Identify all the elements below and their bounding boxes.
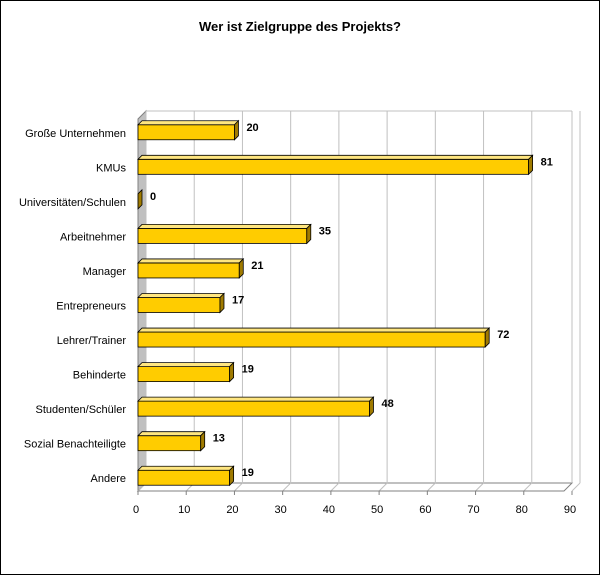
bar xyxy=(137,469,231,486)
bar xyxy=(137,297,221,313)
gridline-floor xyxy=(330,482,340,492)
bar-side xyxy=(238,257,244,279)
x-tick-label: 0 xyxy=(133,504,139,516)
chart-title: Wer ist Zielgruppe des Projekts? xyxy=(198,19,402,34)
bar xyxy=(137,228,308,244)
bar xyxy=(137,331,486,348)
bar-top xyxy=(137,431,206,437)
bar xyxy=(137,262,240,279)
bar xyxy=(137,400,370,417)
gridline-floor xyxy=(426,482,436,492)
bar-side xyxy=(369,396,374,418)
x-tick-label: 90 xyxy=(564,504,576,516)
bar-value-label: 20 xyxy=(246,122,258,134)
x-tick-label: 50 xyxy=(371,504,383,516)
category-label: Sozial Benachteiligte xyxy=(24,439,126,451)
category-label: Behinderte xyxy=(73,370,126,382)
x-tick-label: 70 xyxy=(467,504,479,516)
category-label: Andere xyxy=(91,473,126,485)
bar-value-label: 19 xyxy=(242,364,254,376)
category-label: Große Unternehmen xyxy=(25,128,126,140)
x-tick-label: 60 xyxy=(419,504,431,516)
bar xyxy=(137,435,202,452)
x-tick-label: 30 xyxy=(275,504,287,516)
bar-side xyxy=(234,119,239,141)
bar xyxy=(137,158,530,175)
category-label: Manager xyxy=(83,266,127,278)
category-label: KMUs xyxy=(96,162,126,174)
gridline-floor xyxy=(282,482,292,492)
bar-value-label: 72 xyxy=(497,329,509,341)
bar-value-label: 81 xyxy=(541,156,553,168)
x-tick-label: 10 xyxy=(178,504,190,516)
bar-value-label: 0 xyxy=(150,191,156,203)
bar-side xyxy=(229,361,235,383)
bar-value-label: 21 xyxy=(251,260,263,272)
bar-top xyxy=(137,154,534,160)
gridline-floor xyxy=(571,482,581,492)
bar-top xyxy=(137,327,491,333)
bar-value-label: 17 xyxy=(232,295,244,307)
bar-side xyxy=(484,327,490,349)
category-label: Studenten/Schüler xyxy=(35,404,126,416)
gridline-floor xyxy=(475,482,484,492)
bar-value-label: 35 xyxy=(319,225,331,237)
bar-value-label: 13 xyxy=(213,433,225,445)
bar-top xyxy=(137,465,235,471)
bar-top xyxy=(137,362,235,367)
bar-top xyxy=(137,224,312,229)
bar-top xyxy=(137,293,225,298)
category-label: Arbeitnehmer xyxy=(60,231,126,243)
category-label: Universitäten/Schulen xyxy=(19,197,126,209)
bar-side xyxy=(137,188,143,210)
gridline-floor xyxy=(523,482,533,492)
x-tick-label: 20 xyxy=(226,504,238,516)
gridline-floor xyxy=(234,482,243,492)
bar xyxy=(137,124,235,141)
category-label: Lehrer/Trainer xyxy=(57,335,127,347)
bar-side xyxy=(219,292,225,314)
bar-top xyxy=(137,396,375,402)
bar-value-label: 19 xyxy=(242,467,254,479)
bar-side xyxy=(528,154,533,176)
bar-value-label: 48 xyxy=(381,398,393,410)
bar-top xyxy=(137,258,245,264)
bar-side xyxy=(306,223,312,245)
bar-side xyxy=(200,430,206,452)
gridline-floor xyxy=(378,482,388,492)
bar-top xyxy=(137,120,240,126)
x-tick-label: 40 xyxy=(323,504,335,516)
bar-side xyxy=(229,465,235,487)
bar xyxy=(137,366,231,382)
x-tick-label: 80 xyxy=(516,504,528,516)
category-label: Entrepreneurs xyxy=(56,301,126,313)
